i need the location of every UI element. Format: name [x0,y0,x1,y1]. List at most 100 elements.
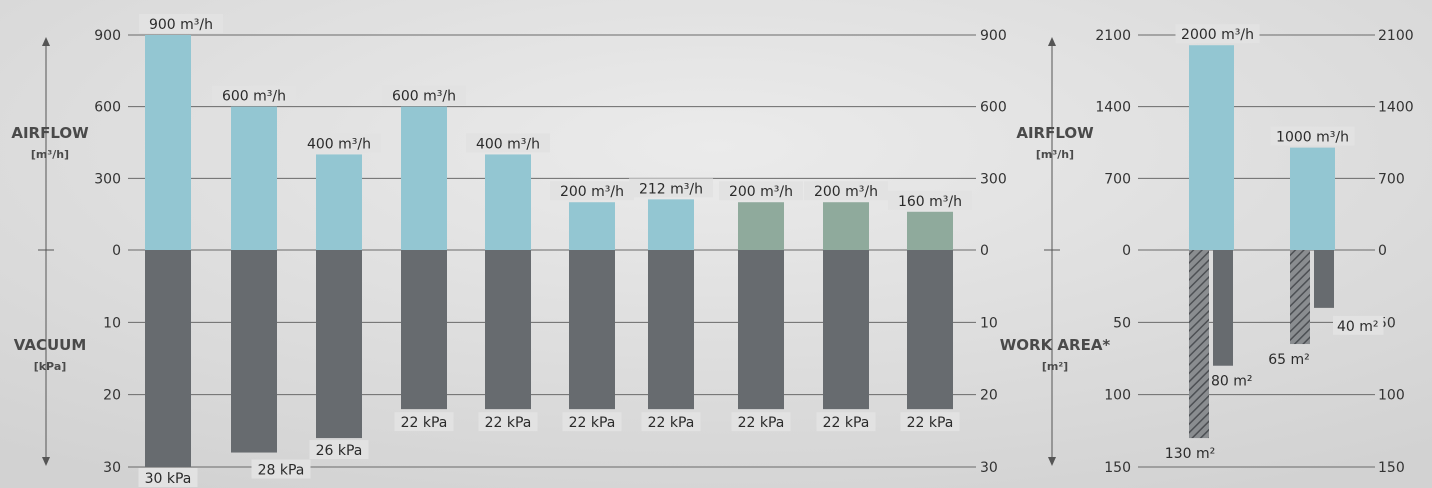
left-bottom-label: 22 kPa [907,415,954,431]
left-airflow-label: 400 m³/h [476,136,540,152]
left-bottom-bar [569,250,615,410]
left-bottom-bar [738,250,784,410]
left-bottom-label: 22 kPa [823,415,870,431]
right-bottom-bar [1290,250,1310,345]
left-tick-right: 600 [980,100,1007,116]
right-bottom-axis-unit: [m²] [1042,360,1068,373]
left-bottom-axis-title: VACUUM [14,336,87,354]
left-bottom-bar [823,250,869,410]
left-airflow-bar [569,202,615,250]
left-tick-left: 600 [94,100,121,116]
right-bottom-label: 80 m² [1211,374,1253,390]
left-tick-right: 300 [980,171,1007,187]
left-tick-left: 300 [94,171,121,187]
left-airflow-label-bg [550,181,634,201]
left-bottom-label-bg [251,459,311,479]
left-bottom-label: 22 kPa [401,415,448,431]
left-airflow-label: 400 m³/h [307,136,371,152]
left-top-axis-unit: [m³/h] [31,148,69,161]
left-airflow-label-bg [139,14,223,33]
right-tick-right: 1400 [1378,100,1414,116]
right-airflow-label: 1000 m³/h [1276,130,1349,146]
right-airflow-label-bg [1175,24,1260,44]
left-tick-left: 10 [103,315,121,331]
left-tick-right: 20 [980,388,998,404]
left-airflow-bar [145,35,191,250]
left-airflow-label: 200 m³/h [729,184,793,200]
left-bottom-bar [401,250,447,410]
left-bottom-label-bg [641,412,701,432]
left-bottom-label-bg [900,412,960,432]
left-tick-right: 0 [980,243,989,259]
right-tick-left: 50 [1113,315,1131,331]
right-tick-right: 700 [1378,171,1405,187]
left-tick-left: 900 [94,28,121,44]
right-bottom-label-bg [1333,315,1384,335]
left-bottom-label: 26 kPa [316,443,363,459]
right-bottom-label: 40 m² [1337,319,1379,335]
right-axis-arrow-up [1048,37,1056,46]
left-airflow-label: 160 m³/h [898,194,962,210]
left-airflow-label: 600 m³/h [222,89,286,105]
left-bottom-bar [907,250,953,410]
left-airflow-bar [823,202,869,250]
left-bottom-label-bg [731,412,791,432]
left-bottom-label-bg [478,412,538,432]
right-bottom-bar [1314,250,1334,308]
left-bottom-bar [485,250,531,410]
right-top-axis-unit: [m³/h] [1036,148,1074,161]
left-airflow-label: 212 m³/h [639,181,703,197]
left-bottom-label: 22 kPa [738,415,785,431]
left-airflow-bar [401,106,447,251]
left-bottom-bar [648,250,694,410]
left-bottom-label-bg [562,412,622,432]
right-tick-left: 2100 [1095,28,1131,44]
left-bottom-label-bg [394,412,454,432]
left-bottom-label: 22 kPa [648,415,695,431]
right-bottom-label: 130 m² [1165,446,1215,462]
left-airflow-label-bg [804,181,888,201]
left-airflow-label-bg [888,190,972,210]
left-bottom-label: 22 kPa [485,415,532,431]
left-bottom-bar [231,250,277,453]
left-bottom-label-bg [816,412,876,432]
right-top-axis-title: AIRFLOW [1016,124,1094,142]
left-airflow-label-bg [719,181,803,201]
left-bottom-bar [316,250,362,439]
left-bottom-label: 30 kPa [145,471,192,487]
left-tick-right: 30 [980,460,998,476]
left-airflow-bar [907,211,953,250]
left-airflow-label-bg [297,133,381,153]
left-airflow-bar [648,199,694,250]
left-airflow-label-bg [382,85,466,105]
right-tick-left: 0 [1122,243,1131,259]
left-airflow-label: 600 m³/h [392,89,456,105]
right-bottom-bar [1213,250,1233,366]
right-axis-arrow-down [1048,457,1056,466]
right-tick-right: 100 [1378,388,1405,404]
right-bottom-bar [1189,250,1209,439]
left-airflow-label: 200 m³/h [560,184,624,200]
left-axis-arrow-up [42,37,50,46]
left-airflow-bar [738,202,784,250]
left-bottom-bar [145,250,191,467]
left-airflow-label-bg [629,178,713,198]
left-airflow-label: 200 m³/h [814,184,878,200]
right-tick-left: 150 [1104,460,1131,476]
left-bottom-label: 22 kPa [569,415,616,431]
right-airflow-bar [1290,147,1335,250]
left-top-axis-title: AIRFLOW [11,124,89,142]
right-tick-right: 2100 [1378,28,1414,44]
right-bottom-axis-title: WORK AREA* [1000,336,1111,354]
left-bottom-label-bg [309,440,369,460]
left-tick-left: 20 [103,388,121,404]
right-airflow-label-bg [1270,126,1355,146]
right-tick-left: 100 [1104,388,1131,404]
left-tick-left: 0 [112,243,121,259]
left-airflow-bar [485,154,531,250]
right-tick-right: 0 [1378,243,1387,259]
left-tick-right: 10 [980,315,998,331]
left-airflow-label-bg [466,133,550,153]
right-airflow-bar [1189,45,1234,250]
